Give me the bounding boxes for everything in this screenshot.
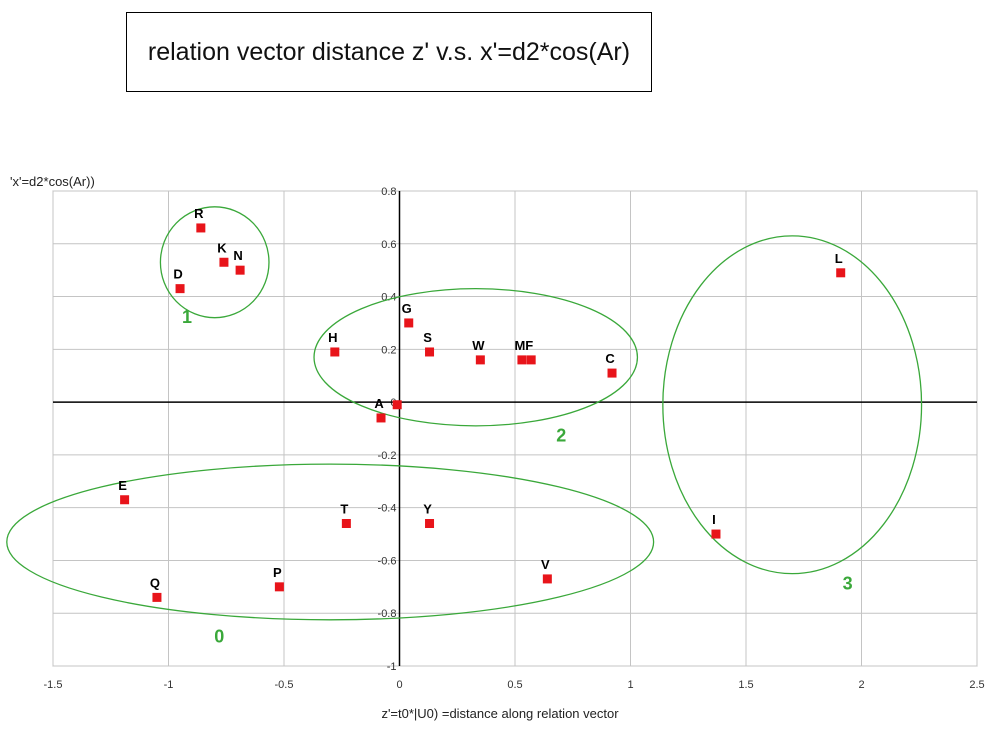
data-point-H xyxy=(330,347,340,357)
data-point-P xyxy=(274,582,284,592)
point-label-K: K xyxy=(217,240,227,255)
x-tick-label: -0.5 xyxy=(275,679,294,691)
chart-title: relation vector distance z' v.s. x'=d2*c… xyxy=(126,12,652,92)
y-tick-label: 0.8 xyxy=(381,186,396,198)
data-point-G xyxy=(404,318,414,328)
point-label-N: N xyxy=(233,248,242,263)
cluster-ellipse-2 xyxy=(313,287,639,427)
data-point-S xyxy=(425,347,435,357)
point-label-L: L xyxy=(835,251,843,266)
point-label-Y: Y xyxy=(423,502,432,517)
cluster-label-1: 1 xyxy=(182,307,192,327)
point-label-S: S xyxy=(423,330,432,345)
data-point xyxy=(392,400,402,410)
data-point-A xyxy=(376,413,386,423)
point-label-D: D xyxy=(173,267,182,282)
data-points: R KN D G H S W M F C A L E T Y I P Q V xyxy=(118,206,846,602)
y-tick-label: -0.8 xyxy=(378,608,397,620)
x-tick-label: 0.5 xyxy=(507,679,522,691)
data-point-W xyxy=(475,355,485,365)
cluster-ellipse-3 xyxy=(662,235,923,575)
point-label-I: I xyxy=(712,512,716,527)
data-point-F xyxy=(526,355,536,365)
y-tick-label: -0.6 xyxy=(378,555,397,567)
x-axis-label: z'=t0*|U0) =distance along relation vect… xyxy=(381,706,619,721)
x-tick-label: 1.5 xyxy=(738,679,753,691)
x-tick-label: 1 xyxy=(627,679,633,691)
data-point-D xyxy=(175,284,185,294)
cluster-ellipse-0 xyxy=(6,463,655,621)
point-label-E: E xyxy=(118,478,127,493)
x-tick-label: -1 xyxy=(164,679,174,691)
cluster-label-2: 2 xyxy=(556,426,566,446)
data-point-T xyxy=(341,519,351,528)
data-point-Y xyxy=(425,519,435,528)
x-tick-label: 0 xyxy=(396,679,402,691)
y-tick-label: -1 xyxy=(387,661,397,673)
data-point-V xyxy=(542,574,552,584)
y-tick-label: 0.2 xyxy=(381,344,396,356)
point-label-R: R xyxy=(194,206,204,221)
point-label-H: H xyxy=(328,330,337,345)
data-point-M xyxy=(517,355,527,365)
point-label-M: M xyxy=(515,338,526,353)
axes: -1.5-1-0.500.511.522.50.80.60.40.20-0.2-… xyxy=(44,186,985,691)
data-point-I xyxy=(711,529,721,539)
clusters: 1 2 0 3 xyxy=(6,206,923,646)
point-label-V: V xyxy=(541,557,550,572)
x-tick-label: 2 xyxy=(858,679,864,691)
y-tick-label: -0.4 xyxy=(378,503,397,515)
point-label-Q: Q xyxy=(150,575,160,590)
data-point-R xyxy=(196,223,206,233)
cluster-label-3: 3 xyxy=(843,573,853,593)
data-point-N xyxy=(235,265,245,275)
data-point-Q xyxy=(152,592,162,602)
data-point-C xyxy=(607,368,617,378)
y-tick-label: 0.6 xyxy=(381,239,396,251)
point-label-F: F xyxy=(525,338,533,353)
point-label-T: T xyxy=(340,502,348,517)
point-label-A: A xyxy=(374,396,384,411)
x-tick-label: -1.5 xyxy=(44,679,63,691)
y-axis-label: 'x'=d2*cos(Ar)) xyxy=(10,174,95,189)
cluster-ellipse-1 xyxy=(159,206,270,319)
data-point-K xyxy=(219,257,229,267)
y-tick-label: -0.2 xyxy=(378,450,397,462)
data-point-L xyxy=(836,268,846,278)
point-label-G: G xyxy=(402,301,412,316)
point-label-W: W xyxy=(472,338,485,353)
point-label-P: P xyxy=(273,565,282,580)
cluster-label-0: 0 xyxy=(214,626,224,646)
data-point-E xyxy=(120,495,130,505)
x-tick-label: 2.5 xyxy=(969,679,984,691)
point-label-C: C xyxy=(605,351,615,366)
